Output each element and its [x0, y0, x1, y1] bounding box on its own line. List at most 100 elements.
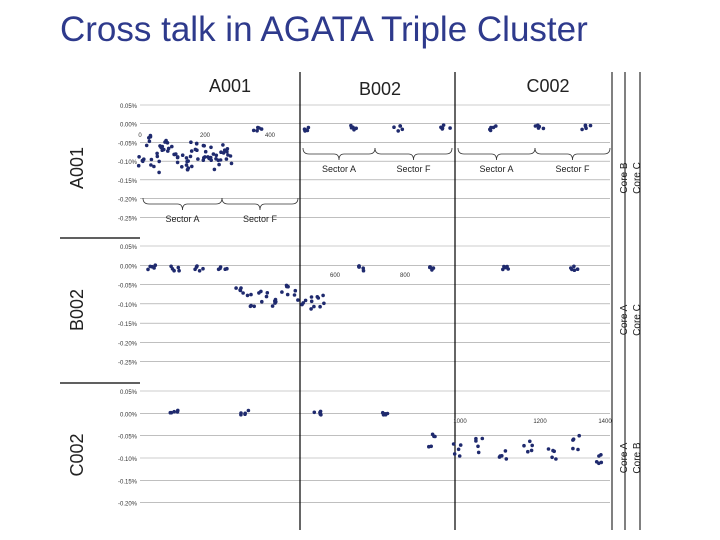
core-label: Core B: [632, 442, 643, 473]
sector-bracket: [374, 147, 453, 161]
data-point: [536, 126, 541, 130]
data-point: [149, 157, 154, 162]
data-point: [504, 457, 509, 461]
data-point: [201, 266, 205, 271]
data-point: [497, 455, 502, 459]
column-header: A001: [209, 76, 251, 96]
data-point: [180, 165, 184, 169]
data-point: [196, 157, 200, 161]
data-point: [203, 155, 207, 159]
core-label: Core C: [632, 162, 643, 194]
data-point: [246, 408, 251, 413]
data-point: [259, 127, 264, 131]
data-point: [292, 293, 297, 297]
sector-label: Sector A: [479, 164, 513, 174]
data-point: [570, 267, 574, 272]
data-point: [322, 301, 326, 306]
data-point: [166, 149, 170, 153]
data-point: [144, 143, 149, 148]
data-point: [501, 267, 505, 272]
y-tick-label: 0.00%: [120, 412, 138, 418]
y-tick-label: -0.05%: [118, 435, 138, 441]
data-point: [175, 155, 180, 159]
sector-bracket: [221, 197, 299, 211]
data-point: [172, 268, 176, 273]
data-point: [265, 291, 270, 295]
sector-bracket: [457, 147, 536, 161]
data-point: [476, 450, 481, 455]
data-point: [440, 127, 445, 131]
data-point: [170, 144, 174, 149]
data-point: [476, 444, 480, 449]
data-point: [189, 140, 193, 144]
data-point: [180, 153, 185, 157]
data-point: [148, 134, 153, 139]
x-tick-label: 200: [200, 133, 211, 139]
data-point: [174, 152, 178, 156]
data-point: [165, 141, 170, 145]
data-point: [571, 438, 575, 442]
column-header: C002: [526, 76, 569, 96]
core-label: Core C: [632, 304, 643, 336]
data-point: [309, 299, 314, 304]
data-point: [597, 454, 601, 458]
data-point: [155, 151, 159, 156]
data-point: [249, 292, 253, 297]
data-point: [554, 457, 558, 461]
data-point: [312, 410, 317, 415]
data-point: [318, 410, 322, 415]
data-point: [349, 125, 354, 130]
data-point: [489, 125, 493, 130]
data-point: [304, 128, 308, 132]
sector-label: Sector A: [322, 164, 356, 174]
data-point: [580, 127, 584, 132]
data-point: [528, 439, 532, 444]
data-point: [241, 291, 245, 295]
data-point: [225, 266, 229, 271]
data-point: [494, 124, 498, 128]
data-point: [203, 149, 208, 154]
data-point: [575, 267, 580, 272]
data-point: [197, 269, 202, 273]
data-point: [252, 304, 256, 309]
y-tick-label: -0.15%: [118, 322, 138, 328]
data-point: [488, 128, 493, 133]
y-tick-label: -0.20%: [118, 502, 138, 508]
data-point: [264, 294, 269, 299]
data-point: [270, 304, 275, 308]
data-point: [243, 412, 247, 417]
data-point: [146, 267, 150, 272]
y-tick-label: 0.00%: [120, 264, 138, 270]
data-point: [189, 149, 194, 153]
y-tick-label: -0.10%: [118, 160, 138, 166]
data-point: [526, 449, 530, 454]
data-point: [321, 293, 325, 298]
data-point: [195, 148, 199, 152]
data-point: [169, 264, 173, 269]
row-label: C002: [67, 433, 87, 476]
data-point: [209, 145, 213, 150]
data-point: [380, 410, 385, 415]
data-point: [194, 142, 199, 146]
data-point: [503, 265, 508, 270]
data-point: [576, 447, 580, 452]
data-point: [159, 145, 163, 149]
data-point: [221, 143, 225, 147]
data-point: [212, 167, 217, 172]
data-point: [149, 163, 153, 167]
data-point: [234, 286, 238, 290]
data-point: [166, 146, 171, 151]
data-point: [280, 290, 284, 294]
y-tick-label: -0.15%: [118, 179, 138, 185]
data-point: [249, 303, 253, 308]
data-point: [452, 452, 457, 456]
data-point: [572, 264, 576, 269]
sector-bracket: [142, 197, 223, 211]
sector-label: Sector A: [165, 214, 199, 224]
data-point: [142, 157, 146, 161]
data-point: [260, 299, 264, 304]
data-point: [185, 167, 190, 172]
data-point: [274, 300, 278, 304]
